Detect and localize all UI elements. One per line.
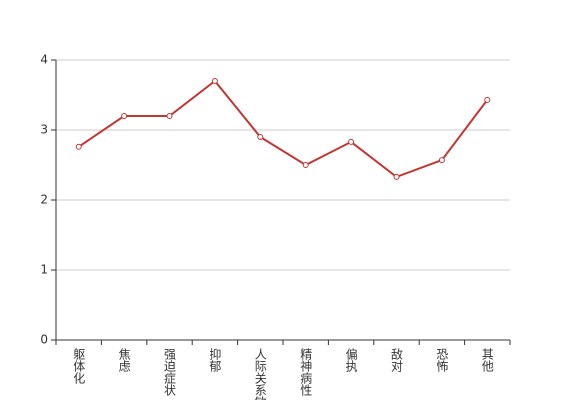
data-point <box>75 143 82 150</box>
x-tick-label: 抑郁 <box>208 347 222 373</box>
x-tick-label: 其他 <box>480 348 494 372</box>
x-tick-label: 躯体化 <box>72 347 86 385</box>
data-point <box>257 134 264 140</box>
data-point <box>348 138 355 145</box>
data-point <box>393 173 400 180</box>
x-tick-label: 焦虑 <box>117 348 131 372</box>
data-point <box>484 96 491 103</box>
y-tick-label: 1 <box>40 263 48 277</box>
data-point <box>302 162 309 168</box>
y-tick-label: 0 <box>40 333 48 347</box>
data-point <box>438 157 445 164</box>
y-tick-label: 2 <box>40 193 48 207</box>
series-line <box>78 79 489 179</box>
x-tick-label: 敌对 <box>390 347 404 372</box>
x-tick-label: 人际关系敏感 <box>253 348 267 400</box>
x-tick-label: 精神病性 <box>299 348 313 397</box>
x-tick-label: 强迫症状 <box>163 348 177 396</box>
y-tick-label: 3 <box>40 123 48 137</box>
y-tick-label: 4 <box>40 53 48 67</box>
data-point <box>166 113 173 119</box>
x-tick-label: 偏执 <box>344 347 358 373</box>
data-point <box>121 113 128 119</box>
data-point <box>211 78 218 84</box>
x-tick-label: 恐怖 <box>435 348 449 372</box>
